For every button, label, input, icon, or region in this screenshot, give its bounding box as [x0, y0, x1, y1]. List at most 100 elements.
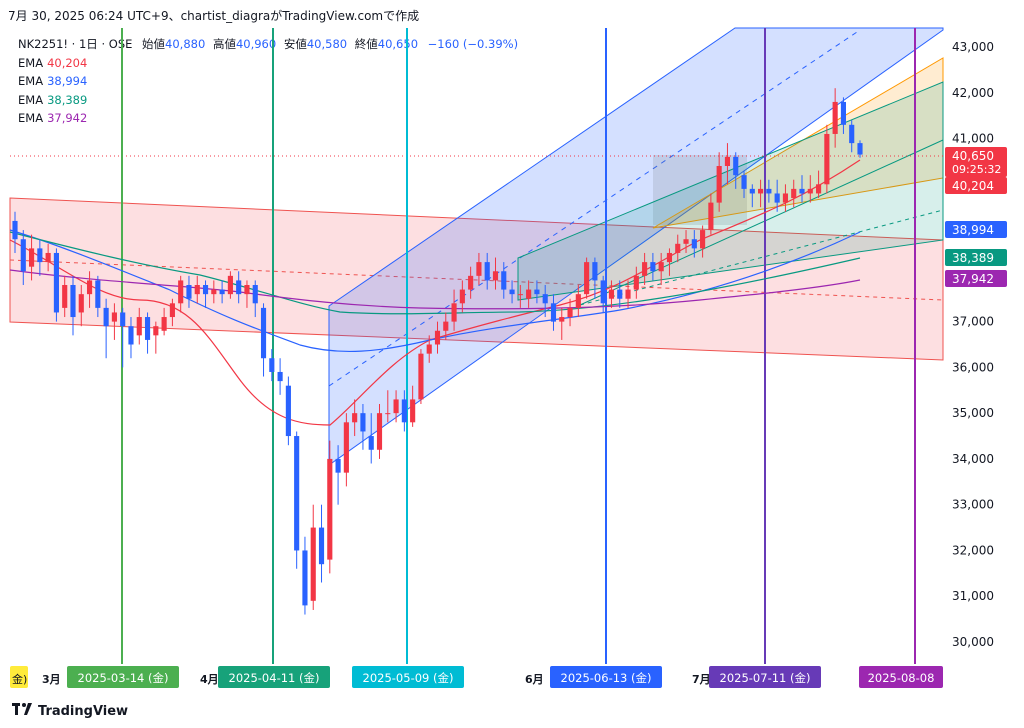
candle-body: [376, 413, 383, 450]
candle-body: [816, 184, 822, 194]
candle-body: [509, 289, 515, 295]
candle-body: [650, 262, 656, 272]
candle-body: [625, 289, 631, 299]
candle-body: [37, 248, 43, 263]
ema-row-1[interactable]: EMA 40,204: [18, 54, 518, 73]
candle-body: [758, 188, 764, 194]
low-value: 40,580: [306, 37, 348, 51]
candle-body: [260, 307, 267, 359]
candle-body: [277, 371, 283, 382]
ema-row-4[interactable]: EMA 37,942: [18, 109, 518, 128]
partial-tag-left: [10, 666, 28, 688]
date-tag-text: 2025-04-11 (金): [229, 671, 320, 685]
price-tick-label: 36,000: [952, 360, 994, 374]
price-tick-label: 43,000: [952, 40, 994, 54]
open-value: 40,880: [165, 37, 206, 51]
candle-body: [385, 413, 391, 415]
date-tag-text: 2025-07-11 (金): [720, 671, 811, 685]
time-axis[interactable]: 金) 3月 4月 6月 7月 2025-03-14 (金) 2025-04-11…: [10, 666, 943, 688]
candle-body: [153, 326, 159, 336]
candle-body: [517, 294, 523, 296]
price-tick-label: 34,000: [952, 452, 994, 466]
symbol-label[interactable]: NK2251! · 1日 · OSE: [18, 37, 133, 51]
ema-value: 38,994: [47, 74, 88, 88]
candle-body: [741, 175, 747, 189]
price-tag-bg: [945, 147, 1007, 177]
ema-line-purple: [9, 269, 861, 310]
candle-body: [294, 436, 300, 551]
green-fan-line: [579, 139, 944, 306]
candle-body: [29, 248, 35, 267]
date-tag-bg: [67, 666, 179, 688]
range-box: [653, 155, 747, 225]
candle-body: [592, 262, 598, 281]
candle-body: [633, 275, 639, 290]
low-label: 安値: [283, 37, 307, 51]
candle-body: [774, 193, 780, 203]
green-pitchfork: [517, 81, 944, 301]
candle-body: [161, 317, 167, 331]
candle-body: [62, 285, 68, 308]
candle-body: [136, 317, 142, 336]
candle-body: [675, 243, 681, 253]
candle-body: [600, 280, 606, 304]
candle-body: [12, 220, 18, 240]
ema-row-2[interactable]: EMA 38,994: [18, 72, 518, 91]
ema-value: 37,942: [47, 111, 88, 125]
candle-body: [368, 436, 374, 450]
candle-body: [128, 326, 134, 345]
red-channel-midline: [9, 259, 944, 301]
candle-body: [269, 358, 275, 372]
candle-body: [542, 294, 548, 304]
candle-body: [410, 399, 416, 423]
green-fan-line: [579, 209, 944, 306]
candle-body: [799, 188, 805, 194]
candle-body: [434, 330, 441, 345]
candle-body: [202, 285, 209, 295]
price-tag-bg: [945, 177, 1007, 194]
date-tag-text: 2025-05-09 (金): [363, 671, 454, 685]
price-tick-label: 35,000: [952, 406, 994, 420]
tradingview-logo-text: TradingView: [38, 703, 129, 719]
price-tag-text: 38,994: [952, 223, 994, 237]
change-value: −160 (−0.39%): [427, 37, 519, 51]
ema-label: EMA: [18, 55, 44, 70]
red-channel: [9, 197, 944, 361]
close-label: 終値: [354, 37, 378, 51]
candle-body: [360, 413, 366, 432]
candle-body: [476, 262, 482, 276]
price-tag-countdown: 09:25:32: [952, 163, 1001, 176]
candle-body: [658, 262, 664, 272]
candle-body: [824, 133, 830, 185]
candles-group: [12, 88, 863, 615]
candle-body: [327, 458, 333, 560]
price-tag-bg: [945, 249, 1007, 266]
candle-body: [86, 280, 93, 295]
candle-body: [526, 289, 532, 299]
candle-body: [418, 353, 424, 400]
date-tag-bg: [709, 666, 821, 688]
ema-label: EMA: [18, 92, 44, 107]
candle-body: [310, 527, 316, 601]
candle-body: [683, 239, 689, 244]
ema-line-blue: [9, 229, 861, 353]
candle-body: [666, 252, 673, 263]
candle-body: [178, 280, 184, 304]
price-axis[interactable]: 43,000 42,000 41,000 37,000 36,000 35,000 34,0…: [952, 40, 994, 649]
date-tag-bg: [859, 666, 943, 688]
time-label: 7月: [692, 673, 711, 686]
candle-body: [45, 252, 51, 263]
candle-body: [617, 289, 623, 299]
time-label: 3月: [42, 673, 61, 686]
candle-body: [70, 285, 76, 318]
candle-body: [459, 289, 465, 304]
price-tag-text: 40,650: [952, 149, 994, 163]
candle-body: [236, 280, 242, 295]
candle-body: [169, 303, 175, 318]
candle-body: [443, 321, 449, 331]
ema-row-3[interactable]: EMA 38,389: [18, 91, 518, 110]
candle-body: [691, 239, 697, 249]
blue-channel-midline: [328, 29, 861, 387]
candle-body: [642, 262, 648, 276]
